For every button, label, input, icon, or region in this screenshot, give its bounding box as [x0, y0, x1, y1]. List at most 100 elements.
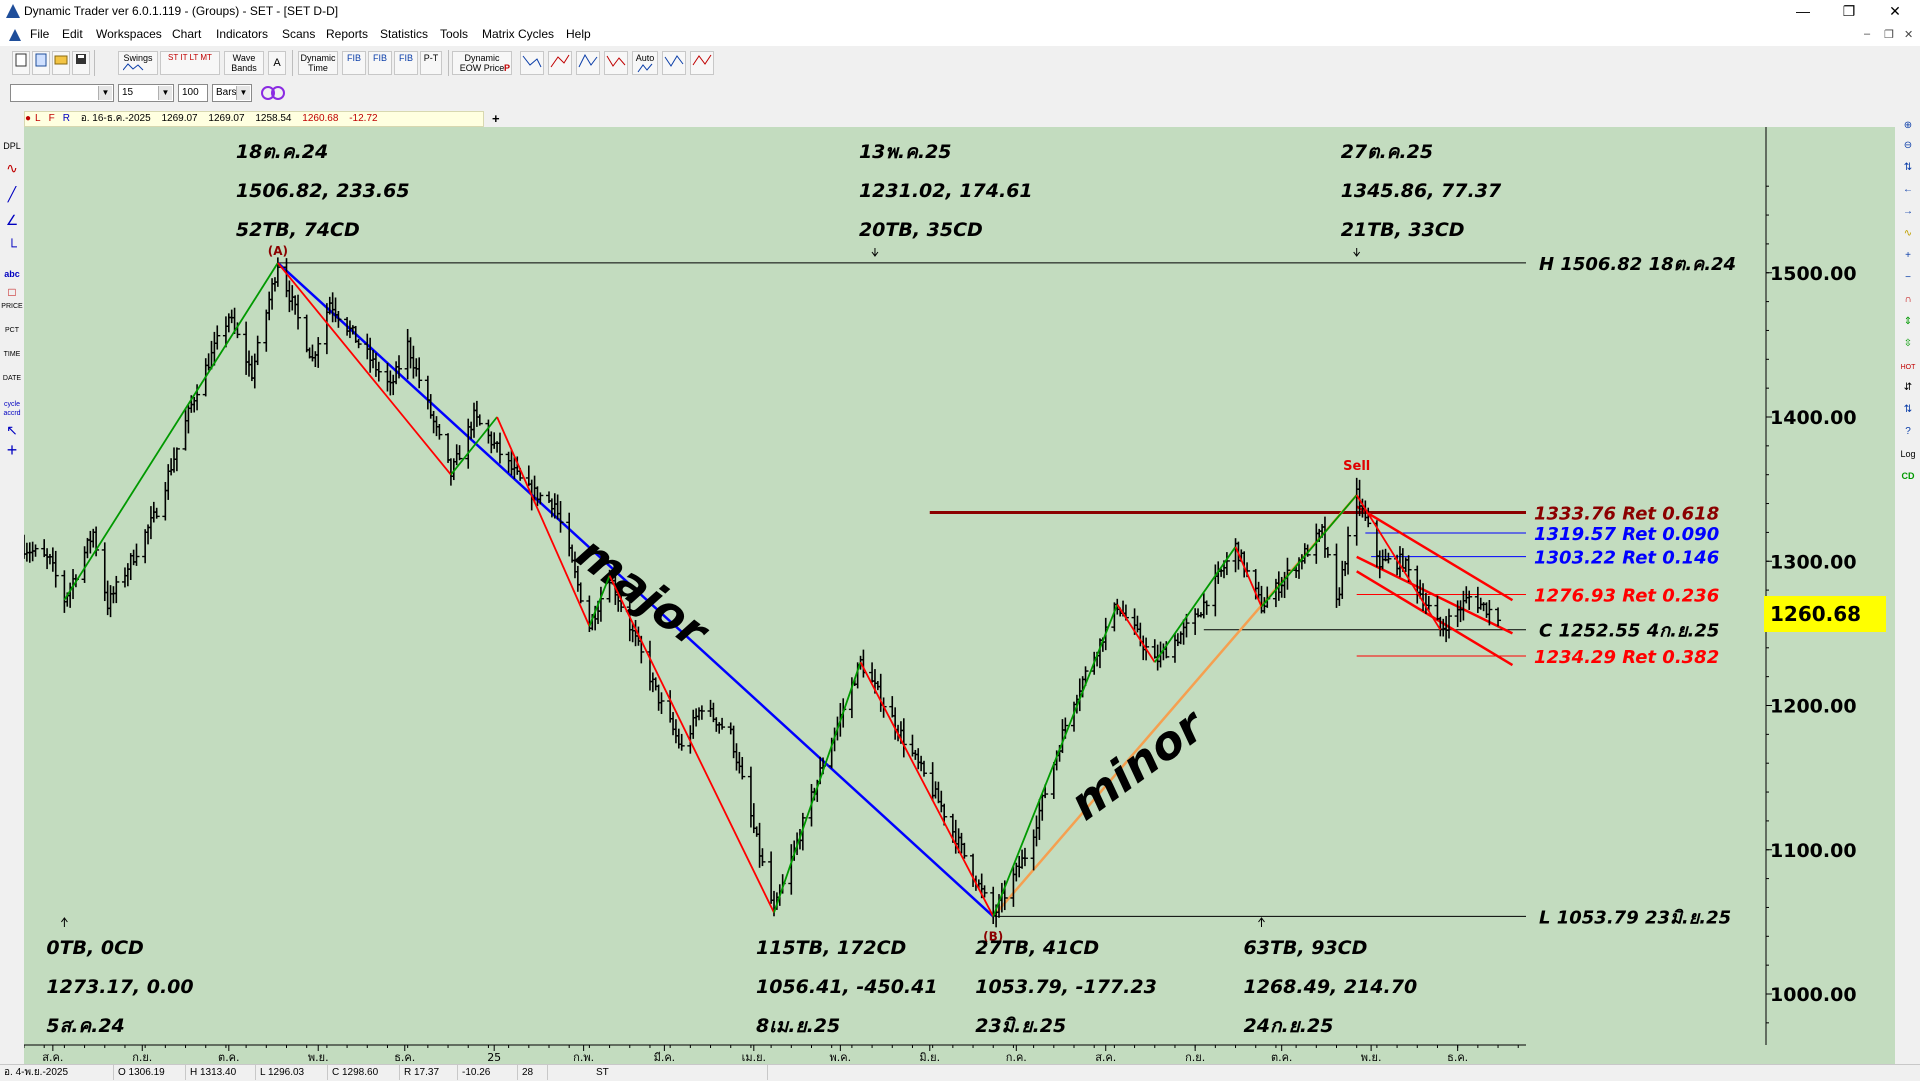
pivot-arrow-head [60, 917, 68, 923]
log-toggle[interactable]: Log [1900, 449, 1916, 459]
adjust-icon[interactable]: ⇵ [1903, 382, 1913, 393]
rectangle-icon[interactable]: □ [8, 285, 16, 299]
magnet-icon[interactable]: ∩ [1904, 294, 1912, 305]
bars-count-select[interactable]: 15 ▼ [118, 84, 174, 102]
time-tool[interactable]: TIME [3, 351, 21, 358]
level-tool-icon[interactable]: └ [7, 238, 17, 254]
minimize-button[interactable]: — [1796, 3, 1810, 19]
main-toolbar: Swings ST IT LT MT Wave Bands A Dynamic … [0, 46, 1920, 81]
dpl-tool[interactable]: DPL [3, 141, 21, 151]
price-tool-2-icon[interactable] [548, 51, 572, 75]
fib-time-3-button[interactable]: FIB [394, 51, 418, 75]
flag-f[interactable]: F [48, 113, 55, 124]
date-tool[interactable]: DATE [2, 375, 22, 382]
scale-icon[interactable]: ⇳ [1903, 338, 1913, 349]
menu-indicators[interactable]: Indicators [216, 27, 269, 41]
price-axis-label: 1100.00 [1770, 840, 1857, 862]
dynamic-time-button[interactable]: Dynamic Time [298, 51, 338, 75]
expand-icon[interactable]: + [1905, 250, 1911, 261]
channel-line [1356, 555, 1514, 635]
scroll-up-icon[interactable]: ⇅ [1903, 162, 1913, 173]
menu-statistics[interactable]: Statistics [380, 27, 429, 41]
status-low: L 1296.03 [256, 1065, 328, 1080]
menu-workspaces[interactable]: Workspaces [96, 27, 162, 41]
mdi-restore-button[interactable]: ❐ [1884, 29, 1894, 41]
swings-button[interactable]: Swings [118, 51, 158, 75]
price-tool-1-icon[interactable] [520, 51, 544, 75]
hot-tool[interactable]: HOT [1900, 364, 1916, 371]
channel-line [1356, 505, 1514, 602]
zigzag-red-icon[interactable]: ∿ [6, 160, 18, 176]
open-folder-icon[interactable] [52, 51, 70, 75]
wave-bands-button[interactable]: Wave Bands [224, 51, 264, 75]
maximize-button[interactable]: ❐ [1842, 3, 1856, 19]
add-pane-icon[interactable]: + [492, 111, 500, 126]
menu-edit[interactable]: Edit [62, 27, 83, 41]
menu-tools[interactable]: Tools [440, 27, 469, 41]
flag-l[interactable]: L [35, 113, 41, 124]
close-button[interactable]: ✕ [1889, 3, 1901, 19]
pt-button[interactable]: P-T [420, 51, 442, 75]
flag-r[interactable]: R [62, 113, 70, 124]
price-axis-label: 1500.00 [1770, 263, 1857, 285]
zoom-out-icon[interactable]: ⊖ [1903, 140, 1913, 151]
menu-matrix-cycles[interactable]: Matrix Cycles [482, 27, 555, 41]
time-axis-label: มิ.ย. [919, 1051, 940, 1064]
crosshair-icon[interactable]: + [6, 440, 18, 460]
swing-line [992, 604, 1119, 917]
fib-time-1-button[interactable]: FIB [342, 51, 366, 75]
cd-toggle[interactable]: CD [1901, 471, 1915, 481]
bars-value-input[interactable]: 100 [178, 84, 208, 102]
new-file-icon[interactable] [12, 51, 30, 75]
new-chart-icon[interactable] [32, 51, 50, 75]
cycle-icon[interactable] [256, 84, 292, 102]
swing-codes-button[interactable]: ST IT LT MT [160, 51, 220, 75]
menu-scans[interactable]: Scans [282, 27, 316, 41]
abc-tool[interactable]: abc [4, 269, 20, 279]
time-axis-label: ส.ค. [42, 1051, 63, 1064]
pivot-text: 20TB, 35CD [859, 219, 983, 241]
pivot-text: 1345.86, 77.37 [1341, 180, 1502, 202]
cycle-accrd-tool[interactable]: cycle accrd [3, 401, 21, 417]
price-tool-6-icon[interactable] [690, 51, 714, 75]
menu-help[interactable]: Help [566, 27, 591, 41]
menu-reports[interactable]: Reports [326, 27, 369, 41]
shrink-icon[interactable]: − [1905, 272, 1911, 283]
pivot-text: 0TB, 0CD [46, 937, 143, 959]
a-button[interactable]: A [268, 51, 286, 75]
dynamic-eow-price-button[interactable]: Dynamic EOW Price [452, 51, 512, 75]
help-scale-icon[interactable]: ? [1905, 426, 1911, 437]
arrow-right-icon[interactable]: → [1903, 206, 1913, 217]
zoom-in-icon[interactable]: ⊕ [1903, 120, 1913, 131]
price-chart[interactable]: H 1506.82 18ต.ค.24 L 1053.79 23มิ.ย.25 C 1… [24, 127, 1895, 1064]
time-axis-label: ธ.ค. [1447, 1051, 1468, 1064]
mdi-minimize-button[interactable]: – [1864, 28, 1871, 40]
price-tool-4-icon[interactable] [604, 51, 628, 75]
menu-file[interactable]: File [30, 27, 50, 41]
mdi-close-button[interactable]: ✕ [1904, 29, 1914, 41]
level-label: H 1506.82 18ต.ค.24 [1539, 254, 1736, 275]
time-axis-label: 25 [487, 1051, 501, 1064]
auto-button[interactable]: Auto [632, 51, 658, 75]
menu-chart[interactable]: Chart [172, 27, 202, 41]
code-lt: LT [189, 53, 199, 62]
price-tool[interactable]: PRICE [1, 303, 23, 310]
symbol-select[interactable]: ▼ [10, 84, 114, 102]
scale-tool-icon[interactable]: ⇅ [1903, 404, 1913, 415]
swing-tool-icon[interactable]: ∠ [5, 212, 19, 228]
bars-unit-select[interactable]: Bars ▼ [212, 84, 252, 102]
info-high: 1269.07 [208, 113, 245, 124]
line-tool-icon[interactable]: ╱ [7, 186, 17, 202]
fit-icon[interactable]: ⇕ [1903, 316, 1913, 327]
fib-time-2-button[interactable]: FIB [368, 51, 392, 75]
pct-tool[interactable]: PCT [5, 327, 19, 334]
document-icon[interactable] [8, 28, 22, 42]
pivot-text: 1231.02, 174.61 [859, 180, 1033, 202]
save-icon[interactable] [72, 51, 90, 75]
cursor-icon[interactable]: ↖ [6, 422, 18, 438]
p-button[interactable]: P [503, 63, 510, 73]
price-tool-5-icon[interactable] [662, 51, 686, 75]
price-tool-3-icon[interactable] [576, 51, 600, 75]
wave-icon[interactable]: ∿ [1903, 228, 1913, 239]
arrow-left-icon[interactable]: ← [1903, 184, 1913, 195]
